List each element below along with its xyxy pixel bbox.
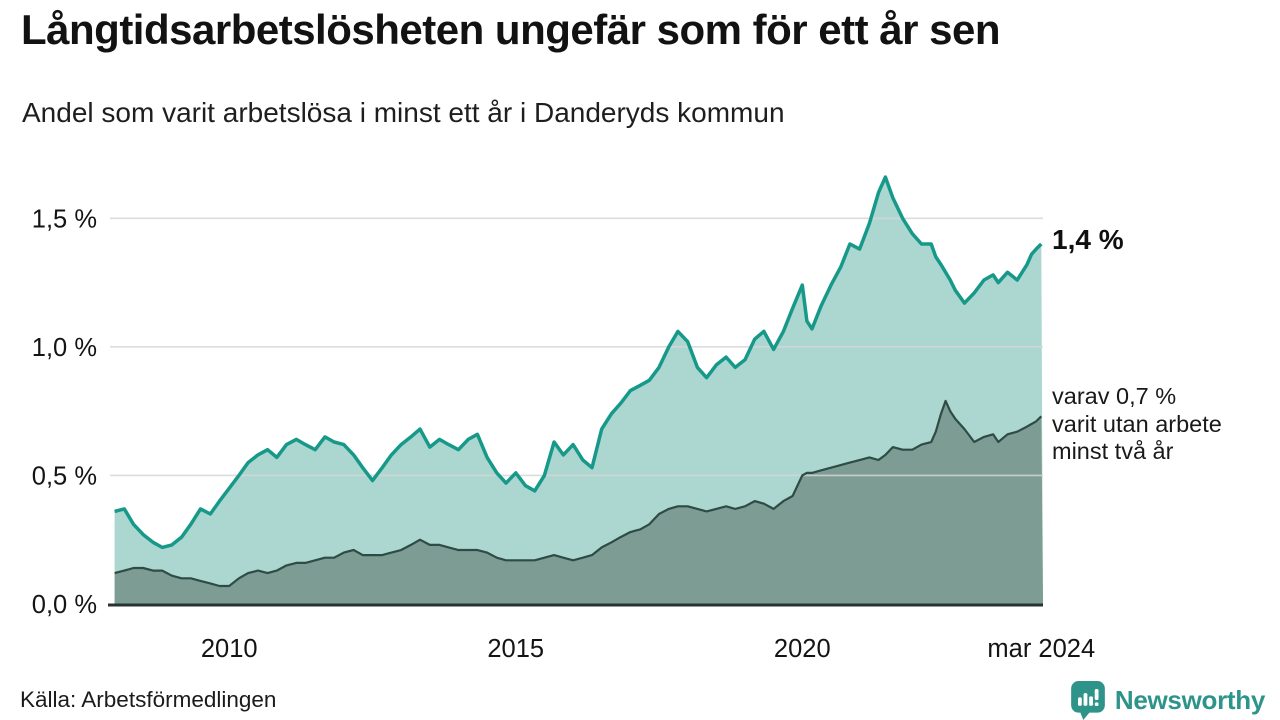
chart-title: Långtidsarbetslösheten ungefär som för e… bbox=[21, 6, 1001, 53]
source-label: Källa: Arbetsförmedlingen bbox=[20, 687, 277, 712]
y-tick-label: 1,0 % bbox=[32, 334, 97, 362]
x-tick-label: 2015 bbox=[487, 635, 544, 663]
two-year-annotation: varav 0,7 % varit utan arbete minst två … bbox=[1052, 383, 1222, 466]
x-tick-label: mar 2024 bbox=[987, 635, 1095, 663]
series-1-line bbox=[114, 175, 1043, 550]
y-tick-label: 0,0 % bbox=[32, 591, 97, 619]
annotation-line-1: varav 0,7 % bbox=[1052, 383, 1177, 409]
x-tick-label: 2020 bbox=[774, 635, 831, 663]
annotation-line-2: varit utan arbete bbox=[1052, 410, 1222, 437]
y-tick-label: 1,5 % bbox=[32, 205, 97, 233]
newsworthy-wordmark: Newsworthy bbox=[1114, 684, 1265, 715]
annotation-line-3: minst två år bbox=[1052, 438, 1174, 464]
chart-subtitle: Andel som varit arbetslösa i minst ett å… bbox=[22, 97, 785, 128]
y-tick-label: 0,5 % bbox=[32, 462, 97, 490]
series-2-area bbox=[114, 400, 1044, 604]
newsworthy-logo-icon bbox=[1070, 680, 1106, 720]
series-2-line bbox=[114, 399, 1043, 588]
latest-value-label: 1,4 % bbox=[1052, 224, 1124, 255]
x-tick-label: 2010 bbox=[201, 635, 258, 663]
newsworthy-branding: Newsworthy bbox=[1070, 680, 1265, 720]
